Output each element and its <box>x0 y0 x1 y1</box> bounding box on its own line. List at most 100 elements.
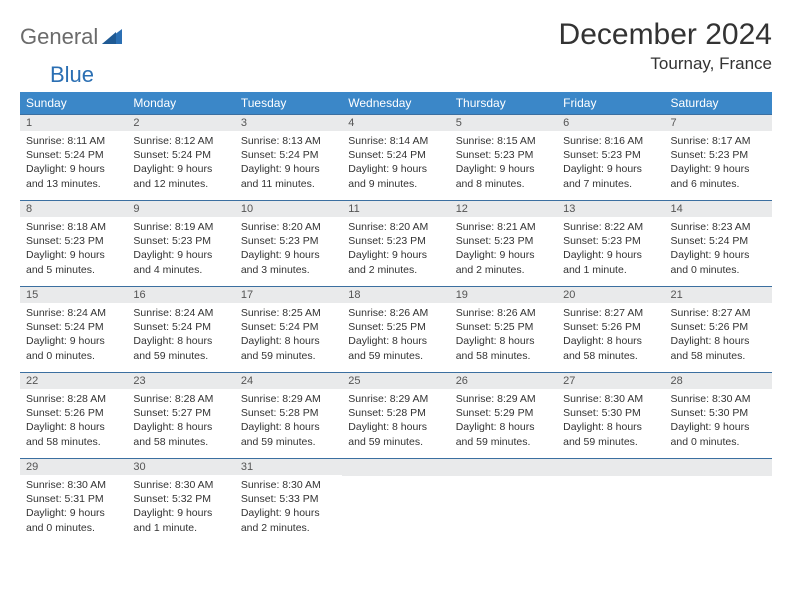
calendar-day-cell: 26Sunrise: 8:29 AMSunset: 5:29 PMDayligh… <box>450 372 557 458</box>
day-number <box>665 458 772 476</box>
sunrise-line: Sunrise: 8:16 AM <box>563 134 658 148</box>
daylight-line: Daylight: 9 hours and 1 minute. <box>563 248 658 276</box>
day-details: Sunrise: 8:29 AMSunset: 5:29 PMDaylight:… <box>450 389 557 455</box>
sunset-line: Sunset: 5:24 PM <box>241 320 336 334</box>
weekday-header: Saturday <box>665 92 772 114</box>
weekday-header: Sunday <box>20 92 127 114</box>
weekday-header: Thursday <box>450 92 557 114</box>
day-number: 25 <box>342 372 449 389</box>
sunset-line: Sunset: 5:26 PM <box>671 320 766 334</box>
day-number: 9 <box>127 200 234 217</box>
day-number: 20 <box>557 286 664 303</box>
daylight-line: Daylight: 9 hours and 13 minutes. <box>26 162 121 190</box>
daylight-line: Daylight: 8 hours and 58 minutes. <box>26 420 121 448</box>
day-details: Sunrise: 8:29 AMSunset: 5:28 PMDaylight:… <box>235 389 342 455</box>
day-number: 15 <box>20 286 127 303</box>
sunrise-line: Sunrise: 8:30 AM <box>563 392 658 406</box>
day-details: Sunrise: 8:30 AMSunset: 5:32 PMDaylight:… <box>127 475 234 541</box>
day-details: Sunrise: 8:14 AMSunset: 5:24 PMDaylight:… <box>342 131 449 197</box>
weekday-header: Wednesday <box>342 92 449 114</box>
calendar-day-cell: 27 Sunrise: 8:30 AMSunset: 5:30 PMDayligh… <box>557 372 664 458</box>
calendar-day-cell: 14Sunrise: 8:23 AMSunset: 5:24 PMDayligh… <box>665 200 772 286</box>
logo-triangle-icon <box>102 26 122 49</box>
day-number: 1 <box>20 114 127 131</box>
calendar-day-cell: 4Sunrise: 8:14 AMSunset: 5:24 PMDaylight… <box>342 114 449 200</box>
calendar-day-cell: 18Sunrise: 8:26 AMSunset: 5:25 PMDayligh… <box>342 286 449 372</box>
day-number: 17 <box>235 286 342 303</box>
calendar-day-cell: 30Sunrise: 8:30 AMSunset: 5:32 PMDayligh… <box>127 458 234 544</box>
sunset-line: Sunset: 5:30 PM <box>563 406 658 420</box>
daylight-line: Daylight: 8 hours and 59 minutes. <box>563 420 658 448</box>
sunrise-line: Sunrise: 8:29 AM <box>456 392 551 406</box>
calendar-day-cell: 24Sunrise: 8:29 AMSunset: 5:28 PMDayligh… <box>235 372 342 458</box>
day-details: Sunrise: 8:21 AMSunset: 5:23 PMDaylight:… <box>450 217 557 283</box>
sunset-line: Sunset: 5:23 PM <box>133 234 228 248</box>
calendar-day-cell: 21Sunrise: 8:27 AMSunset: 5:26 PMDayligh… <box>665 286 772 372</box>
daylight-line: Daylight: 9 hours and 0 minutes. <box>26 334 121 362</box>
calendar-day-cell: 12Sunrise: 8:21 AMSunset: 5:23 PMDayligh… <box>450 200 557 286</box>
sunrise-line: Sunrise: 8:22 AM <box>563 220 658 234</box>
sunset-line: Sunset: 5:23 PM <box>563 234 658 248</box>
day-number: 31 <box>235 458 342 475</box>
calendar-day-cell: 16Sunrise: 8:24 AMSunset: 5:24 PMDayligh… <box>127 286 234 372</box>
day-details: Sunrise: 8:20 AMSunset: 5:23 PMDaylight:… <box>235 217 342 283</box>
sunset-line: Sunset: 5:24 PM <box>26 320 121 334</box>
day-number: 6 <box>557 114 664 131</box>
daylight-line: Daylight: 9 hours and 3 minutes. <box>241 248 336 276</box>
day-details: Sunrise: 8:15 AMSunset: 5:23 PMDaylight:… <box>450 131 557 197</box>
day-number: 29 <box>20 458 127 475</box>
sunrise-line: Sunrise: 8:28 AM <box>26 392 121 406</box>
day-details: Sunrise: 8:26 AMSunset: 5:25 PMDaylight:… <box>342 303 449 369</box>
daylight-line: Daylight: 8 hours and 59 minutes. <box>348 334 443 362</box>
calendar-week-row: 15Sunrise: 8:24 AMSunset: 5:24 PMDayligh… <box>20 286 772 372</box>
daylight-line: Daylight: 9 hours and 9 minutes. <box>348 162 443 190</box>
sunrise-line: Sunrise: 8:29 AM <box>241 392 336 406</box>
sunrise-line: Sunrise: 8:11 AM <box>26 134 121 148</box>
calendar-week-row: 8Sunrise: 8:18 AMSunset: 5:23 PMDaylight… <box>20 200 772 286</box>
sunset-line: Sunset: 5:24 PM <box>26 148 121 162</box>
daylight-line: Daylight: 8 hours and 58 minutes. <box>671 334 766 362</box>
calendar-day-cell: 10Sunrise: 8:20 AMSunset: 5:23 PMDayligh… <box>235 200 342 286</box>
sunrise-line: Sunrise: 8:20 AM <box>348 220 443 234</box>
daylight-line: Daylight: 8 hours and 59 minutes. <box>241 334 336 362</box>
calendar-day-cell: 8Sunrise: 8:18 AMSunset: 5:23 PMDaylight… <box>20 200 127 286</box>
day-number: 26 <box>450 372 557 389</box>
day-details: Sunrise: 8:30 AMSunset: 5:30 PMDaylight:… <box>665 389 772 455</box>
sunrise-line: Sunrise: 8:13 AM <box>241 134 336 148</box>
day-number: 10 <box>235 200 342 217</box>
calendar-day-cell: 15Sunrise: 8:24 AMSunset: 5:24 PMDayligh… <box>20 286 127 372</box>
day-details <box>557 476 664 526</box>
daylight-line: Daylight: 8 hours and 59 minutes. <box>133 334 228 362</box>
calendar-day-cell: 28Sunrise: 8:30 AMSunset: 5:30 PMDayligh… <box>665 372 772 458</box>
sunrise-line: Sunrise: 8:25 AM <box>241 306 336 320</box>
weekday-header: Monday <box>127 92 234 114</box>
sunset-line: Sunset: 5:31 PM <box>26 492 121 506</box>
day-number: 27 <box>557 372 664 389</box>
day-details: Sunrise: 8:22 AMSunset: 5:23 PMDaylight:… <box>557 217 664 283</box>
daylight-line: Daylight: 9 hours and 0 minutes. <box>671 420 766 448</box>
day-details <box>665 476 772 526</box>
day-number: 21 <box>665 286 772 303</box>
day-details: Sunrise: 8:20 AMSunset: 5:23 PMDaylight:… <box>342 217 449 283</box>
sunset-line: Sunset: 5:26 PM <box>563 320 658 334</box>
weekday-header: Tuesday <box>235 92 342 114</box>
weekday-header: Friday <box>557 92 664 114</box>
sunrise-line: Sunrise: 8:18 AM <box>26 220 121 234</box>
calendar-day-cell: 23Sunrise: 8:28 AMSunset: 5:27 PMDayligh… <box>127 372 234 458</box>
sunrise-line: Sunrise: 8:27 AM <box>563 306 658 320</box>
sunset-line: Sunset: 5:23 PM <box>26 234 121 248</box>
sunrise-line: Sunrise: 8:20 AM <box>241 220 336 234</box>
day-number: 12 <box>450 200 557 217</box>
day-number: 24 <box>235 372 342 389</box>
day-details: Sunrise: 8:27 AMSunset: 5:26 PMDaylight:… <box>665 303 772 369</box>
calendar-week-row: 1Sunrise: 8:11 AMSunset: 5:24 PMDaylight… <box>20 114 772 200</box>
sunset-line: Sunset: 5:24 PM <box>133 320 228 334</box>
day-details: Sunrise: 8:17 AMSunset: 5:23 PMDaylight:… <box>665 131 772 197</box>
day-number: 8 <box>20 200 127 217</box>
sunrise-line: Sunrise: 8:23 AM <box>671 220 766 234</box>
day-details: Sunrise: 8:19 AMSunset: 5:23 PMDaylight:… <box>127 217 234 283</box>
sunset-line: Sunset: 5:30 PM <box>671 406 766 420</box>
sunset-line: Sunset: 5:23 PM <box>456 234 551 248</box>
day-number: 22 <box>20 372 127 389</box>
sunset-line: Sunset: 5:23 PM <box>456 148 551 162</box>
